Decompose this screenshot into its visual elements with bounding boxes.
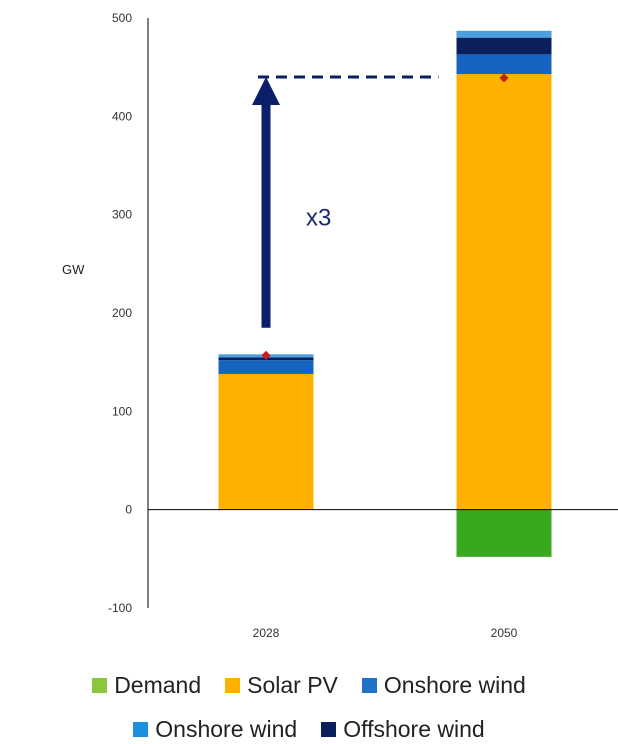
- legend-swatch-onshore-wind-1: [361, 678, 377, 693]
- bar-2028-series-2: [218, 360, 314, 374]
- axes-layer: -100 0 100 200 300 400 500 2028 2050: [108, 11, 618, 640]
- legend-label-offshore-wind: Offshore wind: [343, 716, 485, 742]
- bar-2050-series-3: [456, 37, 552, 55]
- chart-area: -100 0 100 200 300 400 500 2028 2050 x3 GW: [62, 11, 618, 640]
- legend-swatch-onshore-wind-2: [133, 722, 149, 737]
- legend-item-onshore-wind-1: Onshore wind: [361, 672, 526, 699]
- bar-2050-series-0: [456, 509, 552, 557]
- legend-swatch-offshore-wind: [321, 722, 337, 737]
- marker-2028: [261, 350, 271, 360]
- legend-item-solar-pv: Solar PV: [225, 672, 338, 699]
- legend-item-offshore-wind: Offshore wind: [321, 716, 485, 743]
- y-tick-label: 0: [125, 503, 132, 517]
- legend-label-demand: Demand: [114, 672, 202, 698]
- y-tick-label: 200: [112, 306, 132, 320]
- y-tick-label: 400: [112, 109, 132, 123]
- legend-label-onshore-wind-1: Onshore wind: [383, 672, 526, 698]
- bar-2050-series-2: [456, 54, 552, 75]
- legend-swatch-solar-pv: [225, 678, 241, 693]
- y-tick-label: 100: [112, 404, 132, 418]
- bar-2050-series-4: [456, 30, 552, 38]
- x-tick-label: 2028: [253, 626, 280, 640]
- y-tick-label: 500: [112, 11, 132, 25]
- legend-row-1: Demand Solar PV Onshore wind: [0, 672, 618, 699]
- legend-row-2: Onshore wind Offshore wind: [0, 716, 618, 743]
- legend-label-solar-pv: Solar PV: [247, 672, 338, 698]
- x-tick-label: 2050: [491, 626, 518, 640]
- y-axis-label: GW: [62, 262, 85, 277]
- legend-swatch-demand: [92, 678, 108, 693]
- legend-label-onshore-wind-2: Onshore wind: [155, 716, 298, 742]
- y-tick-label: -100: [108, 601, 132, 615]
- legend-item-demand: Demand: [92, 672, 201, 699]
- arrow-head: [252, 77, 280, 105]
- annotation-label: x3: [306, 205, 331, 232]
- annotation-layer: x3: [252, 73, 509, 360]
- legend-item-onshore-wind-2: Onshore wind: [133, 716, 297, 743]
- bar-2028-series-1: [218, 373, 314, 510]
- marker-2050: [499, 73, 509, 83]
- y-tick-label: 300: [112, 208, 132, 222]
- bar-2050-series-1: [456, 74, 552, 510]
